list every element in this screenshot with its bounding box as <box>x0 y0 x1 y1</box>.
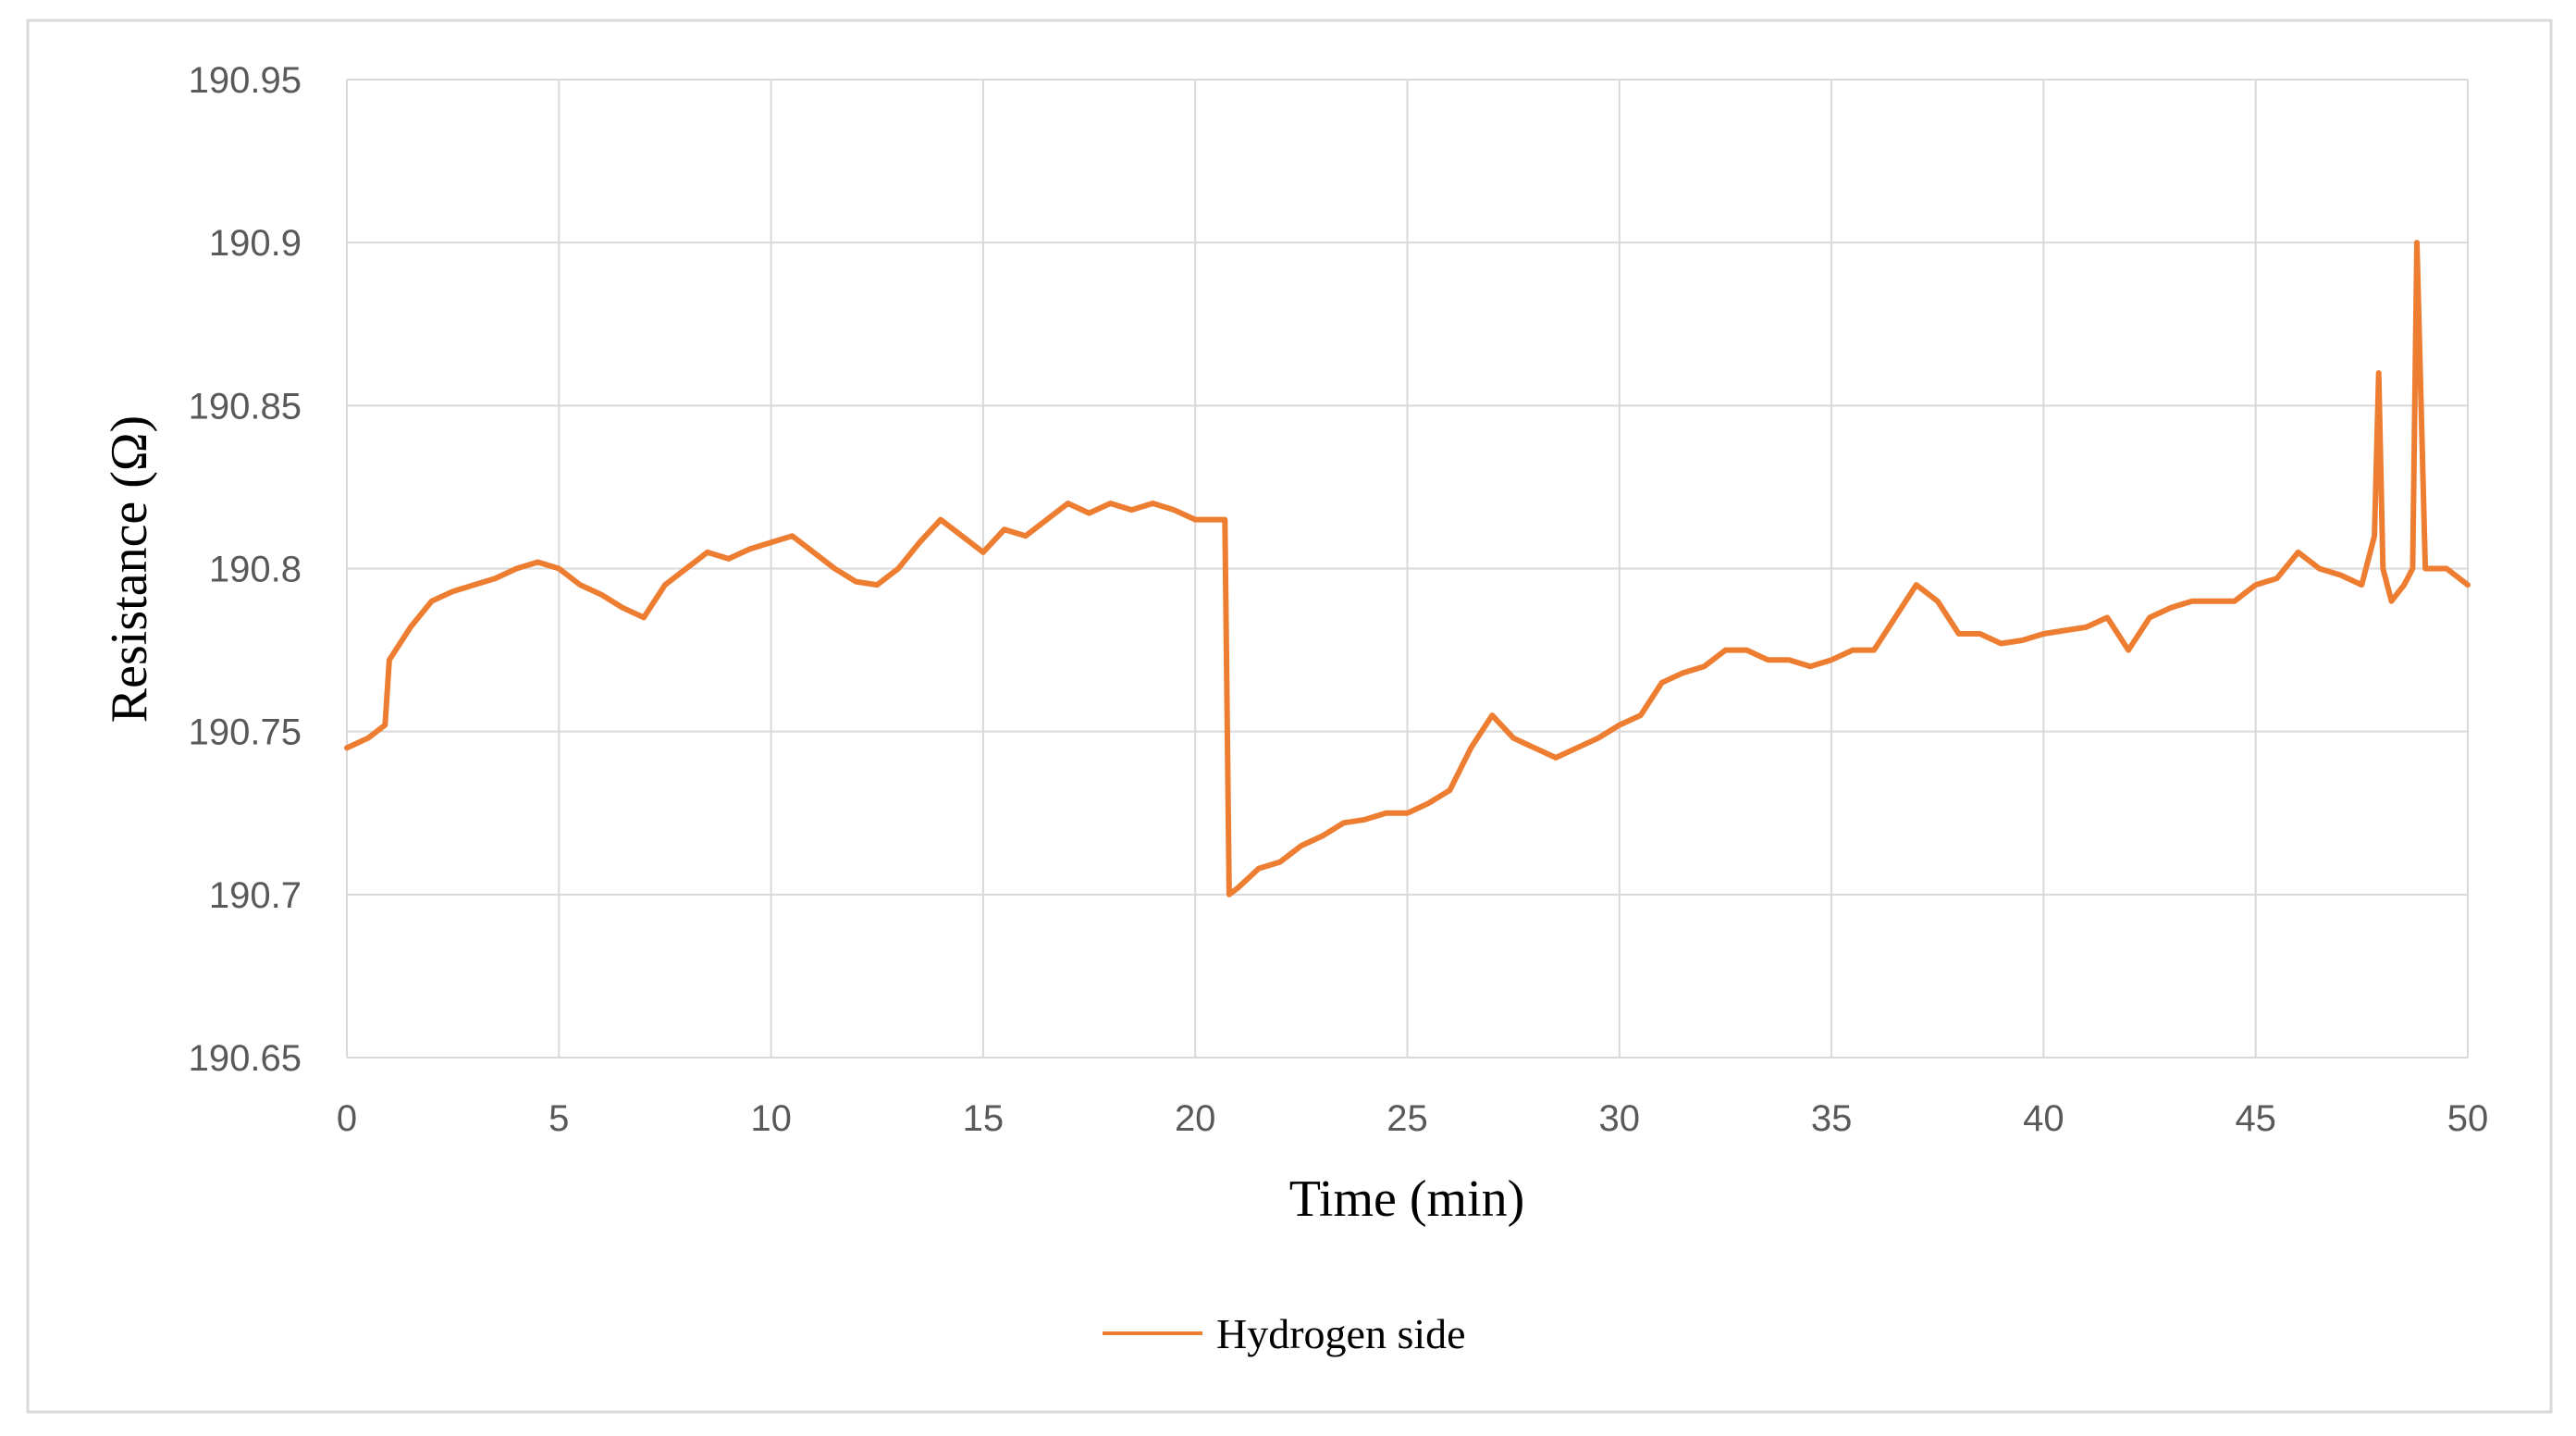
y-tick-label: 190.95 <box>189 60 302 101</box>
x-tick-label: 35 <box>1811 1098 1853 1139</box>
y-tick-label: 190.8 <box>209 550 302 590</box>
x-tick-label: 10 <box>750 1098 792 1139</box>
x-axis-title: Time (min) <box>1289 1170 1525 1228</box>
x-tick-label: 15 <box>963 1098 1005 1139</box>
gridlines <box>346 79 2469 1058</box>
legend: Hydrogen side <box>1103 1310 1466 1357</box>
x-tick-label: 40 <box>2023 1098 2064 1139</box>
y-tick-label: 190.85 <box>189 386 302 427</box>
x-tick-label: 5 <box>548 1098 569 1139</box>
y-tick-label: 190.65 <box>189 1038 302 1079</box>
chart-outer-border <box>26 19 2553 1414</box>
series-line-hydrogen-side <box>344 240 2471 898</box>
series-layer <box>344 240 2471 898</box>
x-tick-label: 45 <box>2235 1098 2276 1139</box>
y-axis-title: Resistance (Ω) <box>101 415 158 723</box>
y-tick-label: 190.75 <box>189 712 302 753</box>
y-tick-label: 190.7 <box>209 875 302 916</box>
legend-label-hydrogen-side: Hydrogen side <box>1216 1310 1466 1357</box>
x-tick-label: 30 <box>1599 1098 1641 1139</box>
x-tick-label: 0 <box>337 1098 357 1139</box>
x-tick-label: 25 <box>1387 1098 1428 1139</box>
y-tick-labels: 190.65 190.7 190.75 190.8 190.85 190.9 190.95 <box>189 60 302 1079</box>
x-tick-label: 20 <box>1175 1098 1216 1139</box>
x-tick-label: 50 <box>2447 1098 2489 1139</box>
x-tick-labels: 0 5 10 15 20 25 30 35 40 45 50 <box>337 1098 2488 1139</box>
y-tick-label: 190.9 <box>209 223 302 264</box>
